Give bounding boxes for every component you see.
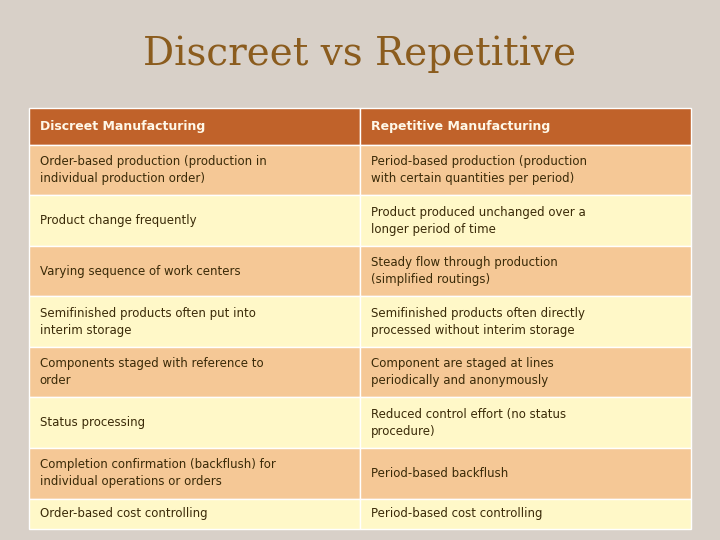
Text: Semifinished products often put into
interim storage: Semifinished products often put into int… xyxy=(40,307,256,336)
Text: Reduced control effort (no status
procedure): Reduced control effort (no status proced… xyxy=(371,408,566,438)
Text: Components staged with reference to
order: Components staged with reference to orde… xyxy=(40,357,264,387)
Text: Varying sequence of work centers: Varying sequence of work centers xyxy=(40,265,240,278)
Text: Steady flow through production
(simplified routings): Steady flow through production (simplifi… xyxy=(371,256,557,286)
Text: Component are staged at lines
periodically and anonymously: Component are staged at lines periodical… xyxy=(371,357,554,387)
Text: Status processing: Status processing xyxy=(40,416,145,429)
Text: Period-based production (production
with certain quantities per period): Period-based production (production with… xyxy=(371,155,587,185)
Text: Order-based cost controlling: Order-based cost controlling xyxy=(40,508,207,521)
Text: Product produced unchanged over a
longer period of time: Product produced unchanged over a longer… xyxy=(371,206,585,235)
Text: Repetitive Manufacturing: Repetitive Manufacturing xyxy=(371,120,550,133)
Text: Semifinished products often directly
processed without interim storage: Semifinished products often directly pro… xyxy=(371,307,585,336)
Text: Period-based backflush: Period-based backflush xyxy=(371,467,508,480)
Text: Discreet Manufacturing: Discreet Manufacturing xyxy=(40,120,205,133)
Text: Discreet vs Repetitive: Discreet vs Repetitive xyxy=(143,35,577,72)
Text: Period-based cost controlling: Period-based cost controlling xyxy=(371,508,542,521)
Text: Order-based production (production in
individual production order): Order-based production (production in in… xyxy=(40,155,266,185)
Text: Product change frequently: Product change frequently xyxy=(40,214,197,227)
Text: Completion confirmation (backflush) for
individual operations or orders: Completion confirmation (backflush) for … xyxy=(40,458,276,488)
